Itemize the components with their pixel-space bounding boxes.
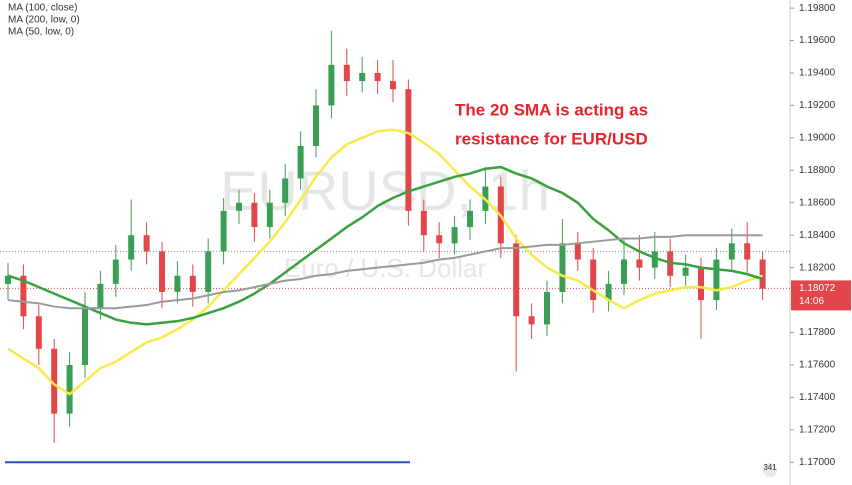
candle-body [405,89,412,211]
candle-body [205,251,212,292]
y-tick-label: 1.18600 [799,197,836,208]
legend-entry: MA (100, close) [8,3,77,14]
last-price-box [791,280,851,311]
candle-body [97,283,104,309]
candle-body [20,275,27,317]
candle-body [82,308,88,365]
candle-body [713,259,720,301]
moving-average [7,165,763,326]
candle-body [220,210,227,252]
annotation: The 20 SMA is acting as [455,100,648,119]
candle-body [174,275,181,292]
candle-body [128,235,135,260]
candle-body [513,243,520,317]
candle-body [251,202,258,228]
legend-entry: MA (200, low, 0) [8,15,80,26]
y-tick-label: 1.19000 [799,133,836,144]
candle-body [51,348,58,414]
candle-body [266,202,273,228]
candle-body [66,364,73,414]
y-tick-label: 1.17400 [799,392,836,403]
y-tick-label: 1.17000 [799,457,836,468]
candle-body [467,210,473,228]
candle-body [590,259,597,301]
candle-body [528,316,535,325]
candle-body [682,267,689,276]
y-tick-label: 1.17800 [799,327,836,338]
y-tick-label: 1.19600 [799,35,836,46]
candle-body [451,227,458,244]
y-tick-label: 1.18400 [799,230,836,241]
candle-body [313,105,319,146]
candle-body [343,64,350,82]
candle-body [359,72,366,82]
candle-body [574,243,581,260]
candle-body [328,64,335,106]
annotation: resistance for EUR/USD [455,129,648,148]
candle-body [159,251,165,292]
candle-body [5,275,11,284]
candle-body [759,259,766,289]
last-price-label: 1.18072 [799,283,836,294]
candle-body [636,259,643,268]
candle-body [436,235,443,244]
candle-body [390,81,396,90]
candle-body [189,275,196,292]
y-tick-label: 1.18800 [799,165,836,176]
candle-body [35,316,42,349]
y-tick-label: 1.17200 [799,424,836,435]
moving-average [7,128,763,396]
candle-body [297,145,304,179]
candle-body [605,283,612,301]
candle-body [744,243,751,260]
y-tick-label: 1.19200 [799,100,836,111]
candle-body [236,202,242,211]
badge-icon [763,463,777,477]
candle-body [559,243,566,292]
countdown: 14:06 [799,296,824,307]
y-tick-label: 1.19800 [799,3,836,14]
moving-average [7,234,763,310]
candle-body [374,72,381,82]
badge: 341 [763,463,777,472]
candle-body [544,291,550,325]
y-tick-label: 1.17600 [799,360,836,371]
candle-body [112,259,119,284]
candle-body [621,259,627,284]
y-tick-label: 1.18200 [799,262,836,273]
candle-body [282,178,289,203]
candle-body [698,267,704,301]
candle-body [420,210,427,236]
candle-body [143,235,150,252]
candle-body [728,243,735,260]
candle-body [651,251,658,268]
legend-entry: MA (50, low, 0) [8,27,74,38]
y-tick-label: 1.19400 [799,68,836,79]
